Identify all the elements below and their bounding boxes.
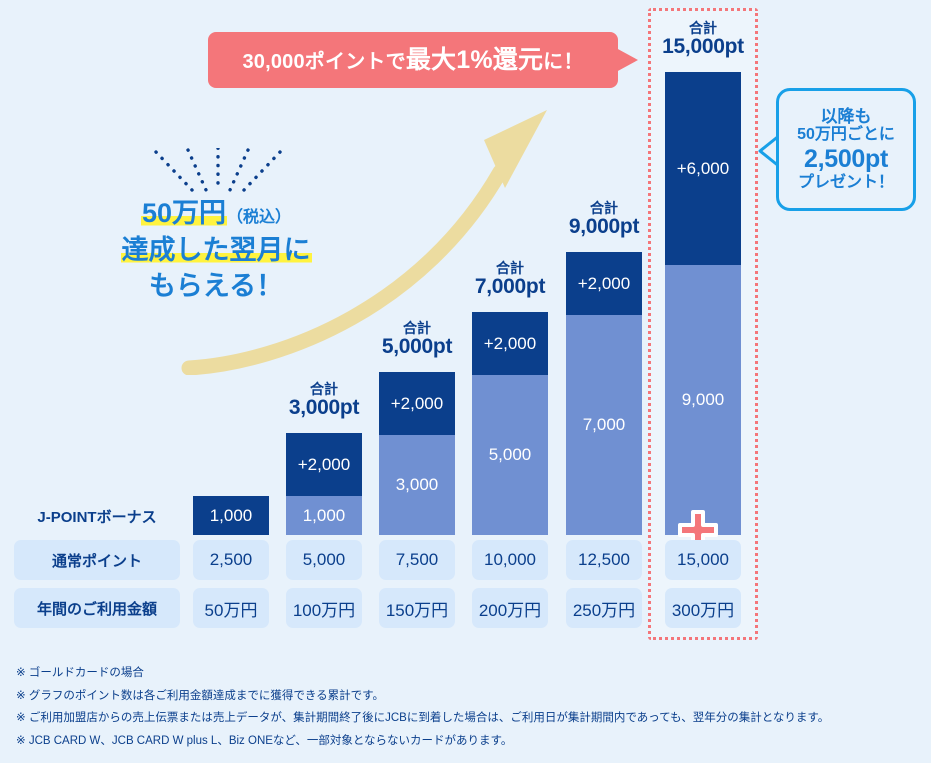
callout-line-2: 50万円ごとに: [797, 126, 895, 144]
promo-banner-text: 30,000ポイントで最大1%還元に！: [242, 45, 584, 74]
cell-text: 10,000: [484, 550, 536, 569]
bar-segment-base-3: 3,000: [379, 435, 455, 535]
bar-segment-bonus-2: +2,000: [286, 433, 362, 496]
growth-arrow-icon: [181, 110, 547, 375]
table-cell-spend-1: 50万円: [193, 588, 269, 628]
promo-banner-suffix: に！: [543, 50, 584, 73]
table-cell-spend-4: 200万円: [472, 588, 548, 628]
table-cell-normal-4: 10,000: [472, 540, 548, 580]
total-value-4: 7,000pt: [474, 274, 546, 298]
row-label-normal-points-text: 通常ポイント: [51, 552, 142, 570]
bar-segment-base-4: 5,000: [472, 375, 548, 535]
bar-label-base-6: 9,000: [681, 390, 725, 409]
promo-banner: 30,000ポイントで最大1%還元に！: [208, 32, 618, 88]
total-label-4: 合計: [496, 260, 524, 276]
bar-label-bonus-3: +2,000: [390, 393, 444, 413]
footnote-3: ※ ご利用加盟店からの売上伝票または売上データが、集計期間終了後にJCBに到着し…: [16, 712, 830, 724]
bar-segment-bonus-1: 1,000: [193, 496, 269, 535]
cell-text: 15,000: [677, 550, 729, 569]
bar-label-base-5: 7,000: [582, 415, 626, 434]
cell-text: 300万円: [671, 600, 735, 620]
footnotes: ※ ゴールドカードの場合 ※ グラフのポイント数は各ご利用金額達成までに獲得でき…: [16, 667, 916, 758]
row-label-bonus: J-POINTボーナス: [14, 496, 180, 536]
footnote-1: ※ ゴールドカードの場合: [16, 667, 144, 679]
row-label-normal-points: 通常ポイント: [14, 540, 180, 580]
bar-segment-bonus-3: +2,000: [379, 372, 455, 435]
cell-text: 5,000: [302, 550, 346, 569]
headline-line-2: 達成した翌月に: [96, 233, 336, 268]
chart-column-2: 合計 3,000pt +2,000 1,000: [286, 0, 362, 763]
headline-line-2-text: 達成した翌月に: [120, 234, 312, 265]
chart-column-1: 1,000: [193, 0, 269, 763]
row-label-annual-spend-text: 年間のご利用金額: [36, 600, 157, 618]
bar-label-base-2: 1,000: [302, 505, 346, 525]
chart-column-5: 合計 9,000pt +2,000 7,000: [566, 0, 642, 763]
total-label-5: 合計: [590, 200, 618, 216]
bar-label-bonus-6: +6,000: [676, 158, 730, 178]
bar-segment-base-5: 7,000: [566, 315, 642, 535]
chart-column-6: 合計 15,000pt +6,000 9,000: [662, 0, 744, 763]
total-label-6: 合計: [689, 20, 717, 36]
bar-label-bonus-5: +2,000: [577, 273, 631, 293]
chart-column-5-total: 合計 9,000pt: [550, 201, 658, 238]
bar-label-base-3: 3,000: [395, 475, 439, 494]
total-value-2: 3,000pt: [288, 395, 360, 419]
promo-banner-emphasis: 最大1%還元: [405, 45, 544, 74]
chart-column-6-total: 合計 15,000pt: [649, 21, 757, 58]
headline-block: 50万円（税込） 達成した翌月に もらえる！: [96, 196, 336, 304]
headline-line-1: 50万円（税込）: [96, 196, 336, 231]
footnote-2: ※ グラフのポイント数は各ご利用金額達成までに獲得できる累計です。: [16, 689, 384, 702]
row-label-annual-spend: 年間のご利用金額: [14, 588, 180, 628]
table-cell-spend-6: 300万円: [665, 588, 741, 628]
cell-text: 50万円: [204, 600, 258, 620]
table-cell-normal-2: 5,000: [286, 540, 362, 580]
bar-segment-bonus-4: +2,000: [472, 312, 548, 375]
cell-text: 2,500: [209, 550, 253, 569]
bar-label-bonus-4: +2,000: [483, 333, 537, 353]
chart-column-4: 合計 7,000pt +2,000 5,000: [472, 0, 548, 763]
cell-text: 250万円: [572, 600, 636, 620]
cell-text: 7,500: [395, 550, 439, 569]
bar-segment-bonus-6: +6,000: [665, 72, 741, 265]
table-cell-normal-6: 15,000: [665, 540, 741, 580]
table-cell-normal-1: 2,500: [193, 540, 269, 580]
bar-label-bonus-2: +2,000: [297, 454, 351, 474]
chart-column-4-total: 合計 7,000pt: [456, 261, 564, 298]
table-cell-spend-5: 250万円: [566, 588, 642, 628]
callout-points: 2,500pt: [803, 144, 889, 173]
chart-column-3: 合計 5,000pt +2,000 3,000: [379, 0, 455, 763]
banner-tail: [616, 48, 638, 72]
bar-segment-base-2: 1,000: [286, 496, 362, 535]
bar-label-bonus-1: 1,000: [209, 505, 253, 525]
table-cell-spend-2: 100万円: [286, 588, 362, 628]
footnote-4: ※ JCB CARD W、JCB CARD W plus L、Biz ONEなど…: [16, 734, 513, 747]
recurring-bonus-callout: 以降も 50万円ごとに 2,500pt プレゼント！: [776, 88, 916, 211]
total-value-5: 9,000pt: [568, 214, 640, 238]
table-cell-normal-3: 7,500: [379, 540, 455, 580]
cell-text: 200万円: [478, 600, 542, 620]
row-label-bonus-text: J-POINTボーナス: [37, 508, 157, 526]
chart-column-2-total: 合計 3,000pt: [270, 382, 378, 419]
promo-banner-prefix: 30,000ポイントで: [242, 50, 406, 73]
cell-text: 150万円: [385, 600, 449, 620]
callout-line-4: プレゼント！: [797, 173, 894, 191]
headline-amount: 50万円: [140, 198, 228, 228]
callout-line-1: 以降も: [820, 106, 872, 126]
bar-label-base-4: 5,000: [488, 445, 532, 464]
table-cell-spend-3: 150万円: [379, 588, 455, 628]
total-label-2: 合計: [310, 381, 338, 397]
cell-text: 12,500: [578, 550, 630, 569]
total-value-3: 5,000pt: [381, 334, 453, 358]
total-value-6: 15,000pt: [662, 34, 744, 58]
table-cell-normal-5: 12,500: [566, 540, 642, 580]
chart-column-3-total: 合計 5,000pt: [363, 321, 471, 358]
sparkle-rays-icon: [154, 148, 282, 192]
headline-tax-note: （税込）: [227, 209, 292, 226]
bar-segment-base-6: 9,000: [665, 265, 741, 535]
headline-line-3: もらえる！: [148, 271, 284, 302]
bar-segment-bonus-5: +2,000: [566, 252, 642, 315]
total-label-3: 合計: [403, 320, 431, 336]
cell-text: 100万円: [292, 600, 356, 620]
